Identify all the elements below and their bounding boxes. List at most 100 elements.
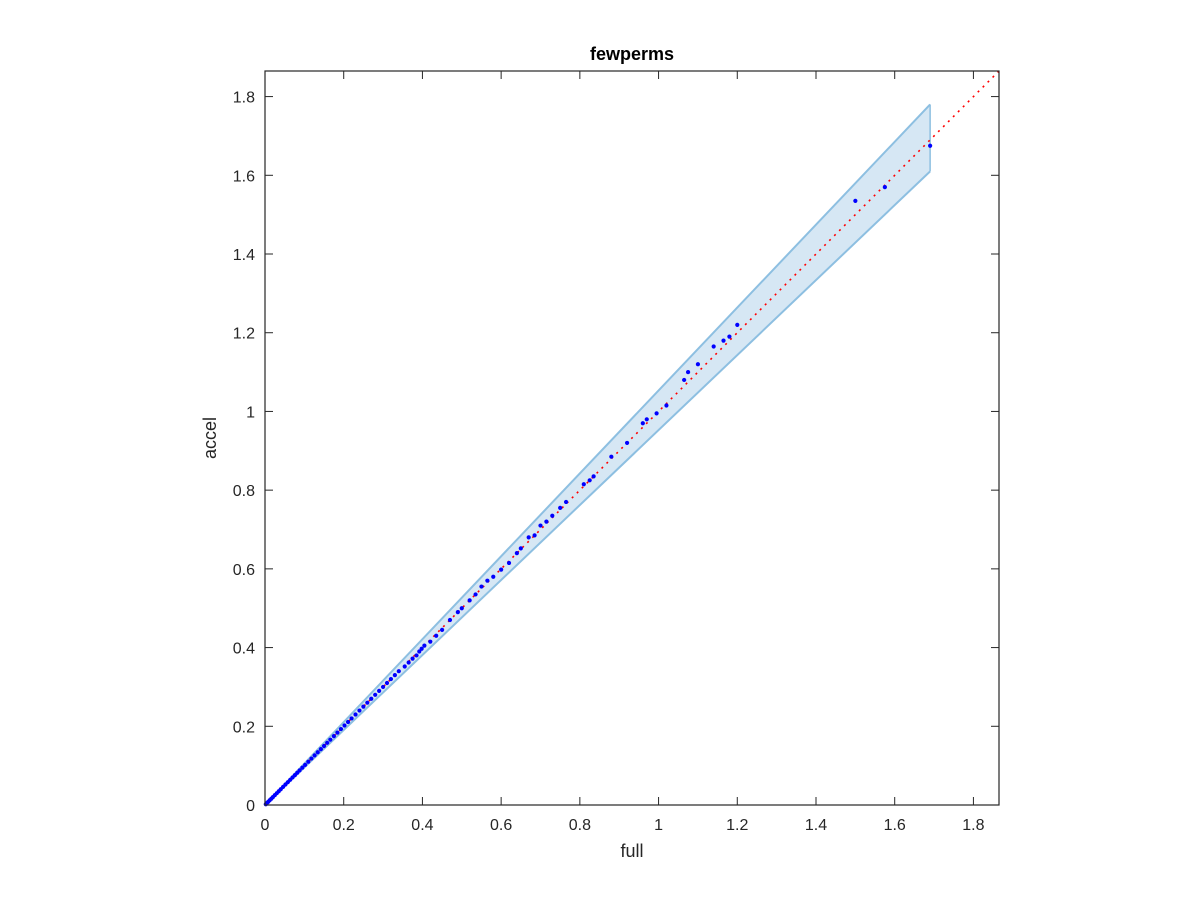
data-point xyxy=(357,708,362,713)
data-point xyxy=(455,610,460,615)
data-point xyxy=(297,768,302,773)
x-tick-label: 0 xyxy=(261,817,270,834)
x-tick-label: 1 xyxy=(654,817,663,834)
data-point xyxy=(414,653,419,658)
data-point xyxy=(342,723,347,728)
data-point xyxy=(349,716,354,721)
data-point xyxy=(345,719,351,725)
data-point xyxy=(640,421,645,426)
x-tick-label: 0.4 xyxy=(411,817,433,834)
data-point xyxy=(624,440,630,446)
data-point xyxy=(518,546,523,551)
band-lower-edge xyxy=(264,170,931,806)
data-point xyxy=(434,633,439,638)
data-point xyxy=(380,684,386,690)
data-point xyxy=(428,639,433,644)
data-point xyxy=(682,377,687,383)
data-point xyxy=(303,762,308,767)
data-point xyxy=(373,692,378,697)
data-point xyxy=(315,750,320,755)
data-point xyxy=(882,185,887,190)
data-point xyxy=(331,734,336,739)
data-point xyxy=(664,403,669,408)
data-point xyxy=(711,344,716,349)
band-upper-edge xyxy=(264,103,931,806)
data-point xyxy=(338,726,344,732)
y-tick-label: 0.8 xyxy=(233,483,255,500)
reference-line xyxy=(264,70,1000,806)
data-point xyxy=(312,753,317,758)
data-point xyxy=(735,322,740,327)
data-point xyxy=(654,411,659,416)
data-point xyxy=(685,369,691,375)
data-point xyxy=(365,700,370,705)
data-point xyxy=(467,598,472,603)
data-point xyxy=(544,519,549,524)
data-point xyxy=(321,743,327,749)
data-point xyxy=(353,712,358,717)
data-point xyxy=(491,574,496,579)
y-tick-label: 0 xyxy=(246,798,255,815)
data-point xyxy=(328,737,333,742)
data-point xyxy=(377,688,382,693)
data-point xyxy=(422,643,427,648)
x-tick-label: 0.6 xyxy=(490,817,512,834)
x-tick-label: 1.8 xyxy=(962,817,984,834)
data-point xyxy=(325,740,330,745)
data-point xyxy=(526,535,531,540)
data-point xyxy=(506,560,512,566)
data-point xyxy=(361,704,366,709)
data-point xyxy=(928,143,933,148)
data-point xyxy=(410,656,415,661)
data-point xyxy=(473,592,478,597)
data-point xyxy=(406,660,411,665)
data-point xyxy=(581,482,586,487)
data-point xyxy=(721,338,726,343)
x-axis-label: full xyxy=(620,841,643,861)
data-point xyxy=(300,765,305,770)
data-point xyxy=(727,334,732,339)
data-point xyxy=(514,551,519,556)
data-point xyxy=(499,567,504,572)
data-point xyxy=(318,747,323,752)
y-tick-label: 1.6 xyxy=(233,168,255,185)
data-point xyxy=(440,627,445,632)
data-point xyxy=(695,362,701,367)
x-tick-label: 0.2 xyxy=(333,817,355,834)
y-tick-label: 0.4 xyxy=(233,641,255,658)
data-point xyxy=(853,198,858,203)
data-point xyxy=(479,584,484,589)
axes-box xyxy=(264,70,1000,806)
chart-title: fewperms xyxy=(590,44,674,64)
x-tick-label: 0.8 xyxy=(569,817,591,834)
data-point xyxy=(396,669,401,674)
data-point xyxy=(419,646,424,651)
x-tick-label: 1.2 xyxy=(726,817,748,834)
x-tick-label: 1.6 xyxy=(884,817,906,834)
y-tick-label: 0.6 xyxy=(233,562,255,579)
data-point xyxy=(306,759,311,764)
data-point xyxy=(550,513,555,518)
plot-area: 0 0.2 0.4 0.6 0.8 1 1.2 1.4 1.6 1.8 0 0.2 0.4 0.6 0.8 1… xyxy=(233,70,1000,834)
data-point xyxy=(563,499,569,505)
y-tick-label: 1.4 xyxy=(233,247,255,264)
y-tick-label: 1.2 xyxy=(233,326,255,343)
data-point xyxy=(485,578,490,583)
data-point xyxy=(447,617,453,623)
data-point xyxy=(388,676,394,682)
data-point xyxy=(369,696,374,701)
data-point xyxy=(402,664,407,669)
y-tick-label: 1.8 xyxy=(233,90,255,107)
data-point xyxy=(587,478,592,483)
y-tick-label: 1 xyxy=(246,404,255,421)
data-point xyxy=(384,680,390,686)
data-point xyxy=(459,606,464,611)
data-point xyxy=(532,533,537,538)
x-tick-label: 1.4 xyxy=(805,817,827,834)
data-point xyxy=(538,523,543,528)
y-tick-label: 0.2 xyxy=(233,719,255,736)
data-point xyxy=(591,474,596,479)
data-point xyxy=(609,454,614,459)
